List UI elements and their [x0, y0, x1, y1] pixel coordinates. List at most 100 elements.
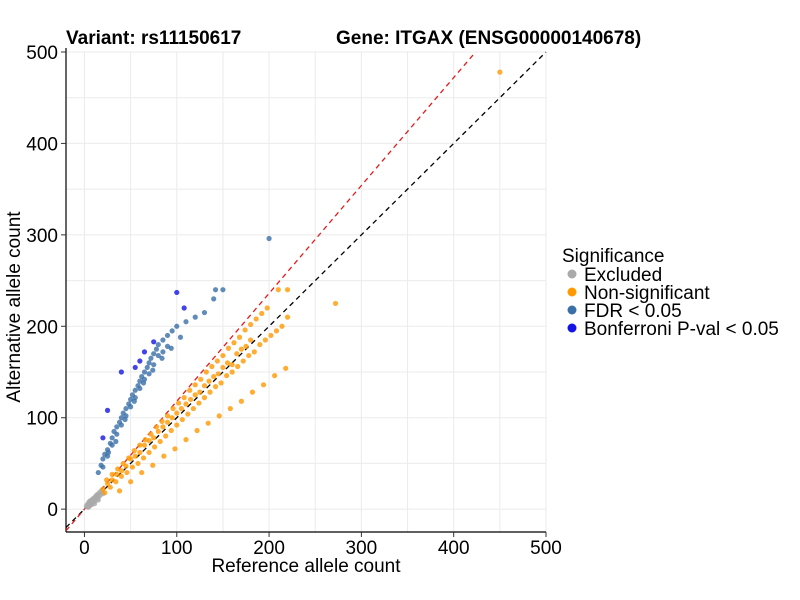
point-non-significant [235, 363, 241, 370]
point-fdr-0-05 [220, 287, 226, 293]
point-fdr-0-05 [118, 422, 124, 428]
point-non-significant [238, 346, 244, 352]
point-fdr-0-05 [201, 309, 208, 316]
point-non-significant [148, 431, 154, 437]
point-non-significant [268, 332, 274, 339]
point-fdr-0-05 [132, 387, 138, 393]
point-excluded [95, 497, 101, 503]
point-non-significant [246, 352, 252, 359]
point-non-significant [139, 469, 145, 476]
legend-label-bonferroni-p-val-0-05: Bonferroni P-val < 0.05 [584, 319, 779, 340]
point-non-significant [176, 400, 182, 406]
point-non-significant [194, 427, 200, 434]
point-non-significant [214, 358, 220, 364]
point-non-significant [231, 340, 237, 346]
point-non-significant [192, 392, 198, 398]
point-non-significant [212, 384, 219, 390]
point-non-significant [209, 363, 215, 370]
point-non-significant [141, 442, 148, 448]
point-fdr-0-05 [168, 345, 174, 351]
point-non-significant [262, 337, 268, 343]
y-tick-label: 200 [26, 317, 58, 338]
point-non-significant [109, 471, 115, 477]
point-bonferroni-p-val-0-05 [181, 305, 187, 311]
point-non-significant [224, 360, 231, 366]
point-non-significant [120, 460, 126, 467]
point-excluded [86, 503, 92, 509]
point-non-significant [174, 410, 180, 416]
point-fdr-0-05 [159, 355, 165, 361]
point-non-significant [150, 462, 156, 468]
point-non-significant [332, 300, 339, 307]
point-non-significant [218, 380, 224, 386]
point-non-significant [174, 422, 180, 428]
point-non-significant [227, 405, 233, 412]
point-non-significant [284, 287, 291, 293]
point-bonferroni-p-val-0-05 [132, 364, 138, 371]
point-non-significant [104, 477, 110, 483]
legend-swatch-non-significant [567, 287, 577, 297]
point-non-significant [220, 364, 226, 371]
point-non-significant [159, 418, 165, 424]
tick-labels: 0 100 200 300 400 500 0 100 200 300 400 500 [26, 43, 562, 559]
point-non-significant [206, 378, 212, 384]
point-non-significant [197, 389, 203, 395]
point-non-significant [146, 449, 152, 456]
point-bonferroni-p-val-0-05 [104, 407, 111, 413]
point-fdr-0-05 [146, 371, 152, 377]
point-excluded [93, 492, 100, 499]
point-fdr-0-05 [148, 355, 154, 361]
point-fdr-0-05 [123, 405, 129, 412]
y-tick-label: 100 [26, 409, 58, 430]
point-bonferroni-p-val-0-05 [118, 369, 124, 375]
point-non-significant [151, 435, 157, 441]
point-non-significant [115, 466, 121, 472]
point-non-significant [220, 352, 226, 359]
point-fdr-0-05 [100, 456, 106, 462]
point-excluded [92, 501, 98, 507]
point-fdr-0-05 [151, 362, 157, 368]
point-fdr-0-05 [183, 319, 189, 325]
point-non-significant [224, 373, 230, 379]
point-fdr-0-05 [95, 469, 101, 476]
point-fdr-0-05 [137, 385, 143, 392]
point-fdr-0-05 [153, 346, 160, 352]
point-non-significant [201, 383, 208, 389]
point-non-significant [178, 405, 184, 412]
legend-label-fdr-0-05: FDR < 0.05 [584, 301, 682, 322]
y-tick-label: 400 [26, 134, 58, 155]
reference-lines [65, 51, 547, 532]
grid [66, 51, 547, 532]
point-non-significant [192, 382, 198, 388]
point-non-significant [118, 473, 124, 479]
point-fdr-0-05 [212, 287, 219, 293]
point-non-significant [236, 334, 243, 340]
x-tick-label: 100 [161, 538, 193, 559]
point-non-significant [137, 442, 143, 448]
point-fdr-0-05 [192, 314, 198, 320]
legend-swatch-bonferroni-p-val-0-05 [567, 323, 577, 333]
point-non-significant [160, 424, 166, 430]
point-non-significant [257, 341, 263, 348]
point-non-significant [152, 444, 158, 450]
point-fdr-0-05 [155, 341, 161, 348]
point-non-significant [114, 471, 120, 477]
legend-swatch-fdr-0-05 [567, 305, 577, 315]
point-non-significant [203, 369, 209, 375]
point-fdr-0-05 [114, 424, 120, 430]
point-non-significant [259, 310, 265, 317]
point-fdr-0-05 [155, 352, 161, 359]
point-excluded [90, 496, 96, 502]
x-tick-label: 0 [79, 538, 90, 559]
legend-title: Significance [562, 246, 664, 267]
point-non-significant [240, 358, 246, 364]
point-non-significant [132, 453, 138, 459]
point-fdr-0-05 [164, 332, 171, 339]
point-non-significant [116, 488, 123, 494]
legend-label-excluded: Excluded [584, 265, 662, 286]
point-non-significant [497, 69, 503, 75]
point-fdr-0-05 [150, 367, 156, 373]
point-non-significant [188, 396, 194, 403]
point-fdr-0-05 [174, 323, 180, 329]
